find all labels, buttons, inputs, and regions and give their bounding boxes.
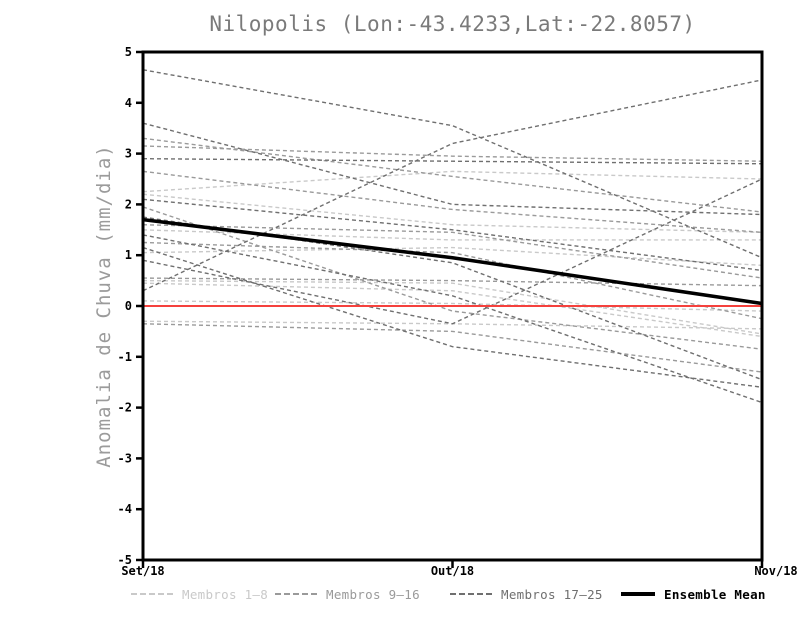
- member-line: [142, 193, 763, 234]
- member-line: [142, 234, 763, 404]
- y-tick-label: 3: [125, 147, 132, 161]
- legend-item-membros-17-25: Membros 17–25: [450, 586, 603, 602]
- member-line: [142, 79, 763, 292]
- y-tick-label: -1: [118, 350, 132, 364]
- member-line: [142, 246, 763, 267]
- member-line: [142, 241, 763, 320]
- y-tick-label: -4: [118, 502, 132, 516]
- member-line: [142, 122, 763, 216]
- y-tick-label: 4: [125, 96, 132, 110]
- member-line: [142, 224, 763, 279]
- y-tick-label: 1: [125, 248, 132, 262]
- member-line: [142, 145, 763, 162]
- y-tick-label: 0: [125, 299, 132, 313]
- ensemble-mean-line: [142, 217, 763, 306]
- dashed-line-swatch: [131, 593, 173, 595]
- member-line: [142, 178, 763, 325]
- y-tick-label: -2: [118, 401, 132, 415]
- member-line: [142, 277, 763, 287]
- member-line: [142, 170, 763, 193]
- chart-title: Nilopolis (Lon:-43.4233,Lat:-22.8057): [209, 12, 696, 36]
- member-line: [142, 170, 763, 234]
- member-line: [142, 246, 763, 388]
- member-line: [142, 323, 763, 373]
- legend-item-membros-1-8: Membros 1–8: [131, 586, 268, 602]
- x-tick-label: Out/18: [431, 564, 474, 578]
- plot-frame: [141, 50, 764, 562]
- y-tick-label: 5: [125, 45, 132, 59]
- member-line: [142, 157, 763, 165]
- legend-item-membros-9-16: Membros 9–16: [275, 586, 420, 602]
- member-line: [142, 282, 763, 338]
- member-line: [142, 279, 763, 335]
- member-line: [142, 137, 763, 213]
- dashed-line-swatch: [275, 593, 317, 595]
- y-tick-label: -5: [118, 553, 132, 567]
- y-tick-label: -3: [118, 451, 132, 465]
- dashed-line-swatch: [450, 593, 492, 595]
- legend-item-ensemble-mean: Ensemble Mean: [621, 586, 766, 602]
- x-tick-label: Nov/18: [754, 564, 797, 578]
- legend-label: Membros 9–16: [326, 586, 420, 602]
- legend-label: Membros 17–25: [501, 586, 603, 602]
- legend-label: Membros 1–8: [182, 586, 269, 602]
- member-line: [142, 198, 763, 272]
- solid-line-swatch: [621, 592, 655, 596]
- member-line: [142, 229, 762, 241]
- legend: Membros 1–8 Membros 9–16 Membros 17–25 E…: [0, 586, 800, 606]
- x-tick-label: Set/18: [121, 564, 164, 578]
- legend-label: Ensemble Mean: [664, 586, 766, 602]
- member-line: [142, 300, 763, 312]
- member-line: [142, 216, 763, 381]
- y-tick-label: 2: [125, 197, 132, 211]
